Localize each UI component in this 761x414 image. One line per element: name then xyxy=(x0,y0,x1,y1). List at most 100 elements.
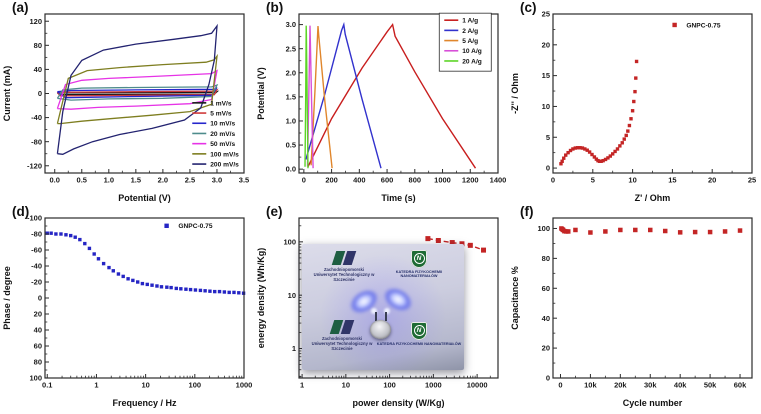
svg-text:-Z'' / Ohm: -Z'' / Ohm xyxy=(510,73,520,114)
svg-text:80: 80 xyxy=(542,254,550,263)
svg-text:Cycle number: Cycle number xyxy=(623,398,683,408)
panel-label-b: (b) xyxy=(266,0,284,15)
series-gnpc-0-75 xyxy=(45,231,246,295)
svg-text:3.0: 3.0 xyxy=(286,20,296,29)
led-lead-right xyxy=(385,312,387,321)
svg-text:100: 100 xyxy=(189,381,202,390)
university-logo-caption: Zachodniopomorski Uniwersytet Technologi… xyxy=(313,267,375,283)
svg-text:1000: 1000 xyxy=(434,176,451,185)
svg-text:0: 0 xyxy=(551,176,555,185)
university-logo-bottom: Zachodniopomorski Uniwersytet Technologi… xyxy=(310,320,374,351)
y-axis: 0 20 40 60 80 100 Capacitance % xyxy=(510,224,557,383)
svg-text:Potential (V): Potential (V) xyxy=(118,193,171,203)
svg-text:Time (s): Time (s) xyxy=(381,193,415,203)
series-1-a-g xyxy=(307,22,477,169)
panel-label-a: (a) xyxy=(12,0,29,15)
uv-glow-ambience xyxy=(302,244,464,370)
ragone-chart: 1 10 100 1000 10000 power density (W/Kg) 1 10 10… xyxy=(256,217,499,408)
svg-text:400: 400 xyxy=(353,176,366,185)
svg-text:0.5: 0.5 xyxy=(77,176,87,185)
legend: 1 A/g 2 A/g 5 A/g 10 A/g 20 A/g xyxy=(438,12,492,72)
department-shield-icon: N xyxy=(411,322,427,340)
series-20-mv-s xyxy=(56,84,219,101)
y-axis: 1 10 100 energy density (Wh/Kg) xyxy=(256,225,303,377)
svg-text:1: 1 xyxy=(300,381,304,390)
svg-text:20: 20 xyxy=(34,310,42,319)
svg-text:-60: -60 xyxy=(31,246,42,255)
svg-text:10 mV/s: 10 mV/s xyxy=(210,121,235,128)
x-axis: 0.1 1 10 100 1000 Frequency / Hz xyxy=(42,374,252,408)
svg-text:-20: -20 xyxy=(31,278,42,287)
series-100-mv-s xyxy=(56,53,218,125)
university-logo-stripes-icon xyxy=(331,251,357,265)
svg-text:120: 120 xyxy=(29,17,42,26)
panel-label-c: (c) xyxy=(520,0,537,15)
svg-text:-40: -40 xyxy=(31,262,42,271)
svg-text:25: 25 xyxy=(542,10,550,19)
svg-text:Current (mA): Current (mA) xyxy=(2,66,12,122)
x-axis: 0.0 0.5 1.0 1.5 2.0 2.5 3.0 3.5 Potential (V) xyxy=(50,169,249,203)
cv-chart: 0.0 0.5 1.0 1.5 2.0 2.5 3.0 3.5 Potential (V) -12… xyxy=(2,13,249,203)
svg-text:20: 20 xyxy=(708,176,716,185)
svg-text:0: 0 xyxy=(558,381,562,390)
svg-text:Capacitance %: Capacitance % xyxy=(510,266,520,330)
shield-n-letter: N xyxy=(413,324,425,336)
department-logo-top: N KATEDRA FIZYKOCHEMII NANOMATERIAŁÓW xyxy=(378,250,460,279)
svg-text:1.5: 1.5 xyxy=(286,92,296,101)
svg-text:-40: -40 xyxy=(31,113,42,122)
svg-text:50 mV/s: 50 mV/s xyxy=(210,141,235,148)
svg-text:10: 10 xyxy=(628,176,636,185)
svg-text:40: 40 xyxy=(34,65,42,74)
svg-text:60k: 60k xyxy=(734,381,747,390)
x-axis: 0 10k 20k 30k 40k 50k 60k Cycle number xyxy=(558,374,747,408)
led-point-right xyxy=(384,308,390,314)
panel-c-nyquist: (c) 0 5 10 15 20 25 Z' / Ohm 0 5 10 15 20 25 -Z'' / O… xyxy=(508,0,761,204)
series-50-mv-s xyxy=(56,69,218,110)
series-20-a-g xyxy=(304,25,309,169)
svg-text:100 mV/s: 100 mV/s xyxy=(210,151,239,158)
svg-text:20k: 20k xyxy=(614,381,627,390)
university-logo-stripes-icon xyxy=(329,320,355,334)
svg-text:0: 0 xyxy=(546,374,550,383)
svg-text:2.0: 2.0 xyxy=(286,68,296,77)
led-point-left xyxy=(371,308,377,314)
y-axis: -100 -80 -60 -40 -20 0 20 40 60 80 100 Phase / degr… xyxy=(2,214,49,383)
svg-text:10: 10 xyxy=(141,381,149,390)
svg-text:10 A/g: 10 A/g xyxy=(462,48,482,55)
svg-text:1000: 1000 xyxy=(425,381,442,390)
svg-text:50k: 50k xyxy=(704,381,717,390)
svg-text:800: 800 xyxy=(409,176,422,185)
plot-frame xyxy=(298,13,499,174)
svg-text:0.1: 0.1 xyxy=(42,381,52,390)
svg-text:-120: -120 xyxy=(27,161,42,170)
nyquist-chart: 0 5 10 15 20 25 Z' / Ohm 0 5 10 15 20 25 -Z'' / Ohm GN… xyxy=(510,10,756,203)
svg-text:1.0: 1.0 xyxy=(286,117,296,126)
svg-text:-80: -80 xyxy=(31,137,42,146)
coin-cell xyxy=(370,320,391,339)
svg-text:0: 0 xyxy=(38,89,42,98)
legend: GNPC-0.75 xyxy=(672,22,721,29)
svg-text:0: 0 xyxy=(302,176,306,185)
cycling-chart: 0 10k 20k 30k 40k 50k 60k Cycle number 0 20 40 60 80… xyxy=(510,217,753,408)
svg-text:1 mV/s: 1 mV/s xyxy=(210,100,232,107)
series-group xyxy=(425,236,487,253)
svg-text:Z' / Ohm: Z' / Ohm xyxy=(635,193,671,203)
panel-f-cycling: (f) 0 10k 20k 30k 40k 50k 60k Cycle number 0 20 40… xyxy=(508,204,761,409)
svg-text:30k: 30k xyxy=(644,381,657,390)
svg-text:-100: -100 xyxy=(27,214,42,223)
svg-text:60: 60 xyxy=(542,284,550,293)
svg-text:80: 80 xyxy=(34,41,42,50)
svg-text:100: 100 xyxy=(383,381,396,390)
svg-text:10: 10 xyxy=(288,291,296,300)
svg-text:0: 0 xyxy=(38,294,42,303)
svg-text:5: 5 xyxy=(546,133,550,142)
svg-text:20: 20 xyxy=(542,40,550,49)
svg-text:10000: 10000 xyxy=(467,381,488,390)
svg-text:20: 20 xyxy=(542,344,550,353)
svg-text:10: 10 xyxy=(542,102,550,111)
series-group xyxy=(559,59,639,166)
svg-text:200: 200 xyxy=(325,176,338,185)
legend: GNPC-0.75 xyxy=(164,223,213,230)
series-group xyxy=(45,231,246,295)
